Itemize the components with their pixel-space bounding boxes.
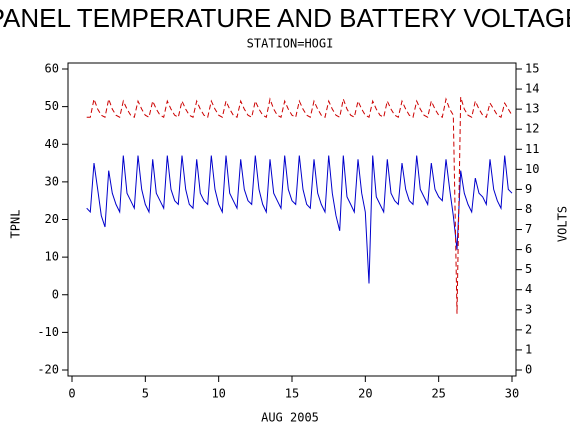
- y2-tick-label: 0: [525, 363, 532, 377]
- y2-tick-label: 14: [525, 82, 539, 96]
- chart-title: PANEL TEMPERATURE AND BATTERY VOLTAGE: [0, 3, 570, 33]
- chart-subtitle: STATION=HOGI: [247, 37, 334, 51]
- y2-tick-label: 6: [525, 242, 532, 256]
- y-tick-label: 60: [45, 62, 59, 76]
- series-line: [86, 155, 513, 284]
- y2-tick-label: 15: [525, 62, 539, 76]
- y-tick-label: 30: [45, 174, 59, 188]
- x-tick-label: 20: [358, 387, 372, 401]
- y2-tick-label: 11: [525, 142, 539, 156]
- plot-frame: [67, 62, 517, 377]
- x-tick-label: 25: [431, 387, 445, 401]
- y-tick-label: 20: [45, 212, 59, 226]
- y-axis-title: TPNL: [9, 210, 23, 239]
- x-tick-label: 30: [505, 387, 519, 401]
- y2-tick-label: 12: [525, 122, 539, 136]
- y2-axis-title: VOLTS: [556, 206, 570, 242]
- y-tick-label: 10: [45, 250, 59, 264]
- series-line: [86, 96, 513, 314]
- y-tick-label: -10: [37, 325, 59, 339]
- y2-tick-label: 8: [525, 202, 532, 216]
- y-tick-label: -20: [37, 363, 59, 377]
- y2-tick-label: 1: [525, 342, 532, 356]
- y2-tick-label: 13: [525, 102, 539, 116]
- y2-tick-label: 2: [525, 322, 532, 336]
- x-tick-label: 10: [211, 387, 225, 401]
- y-tick-label: 40: [45, 137, 59, 151]
- y-tick-label: 50: [45, 99, 59, 113]
- x-tick-label: 0: [68, 387, 75, 401]
- x-tick-label: 15: [285, 387, 299, 401]
- y2-tick-label: 3: [525, 302, 532, 316]
- y2-tick-label: 4: [525, 282, 532, 296]
- y2-tick-label: 10: [525, 162, 539, 176]
- x-tick-label: 5: [142, 387, 149, 401]
- y2-tick-label: 5: [525, 262, 532, 276]
- y2-tick-label: 9: [525, 182, 532, 196]
- y-tick-label: 0: [52, 287, 59, 301]
- y2-tick-label: 7: [525, 222, 532, 236]
- x-axis-title: AUG 2005: [261, 411, 319, 425]
